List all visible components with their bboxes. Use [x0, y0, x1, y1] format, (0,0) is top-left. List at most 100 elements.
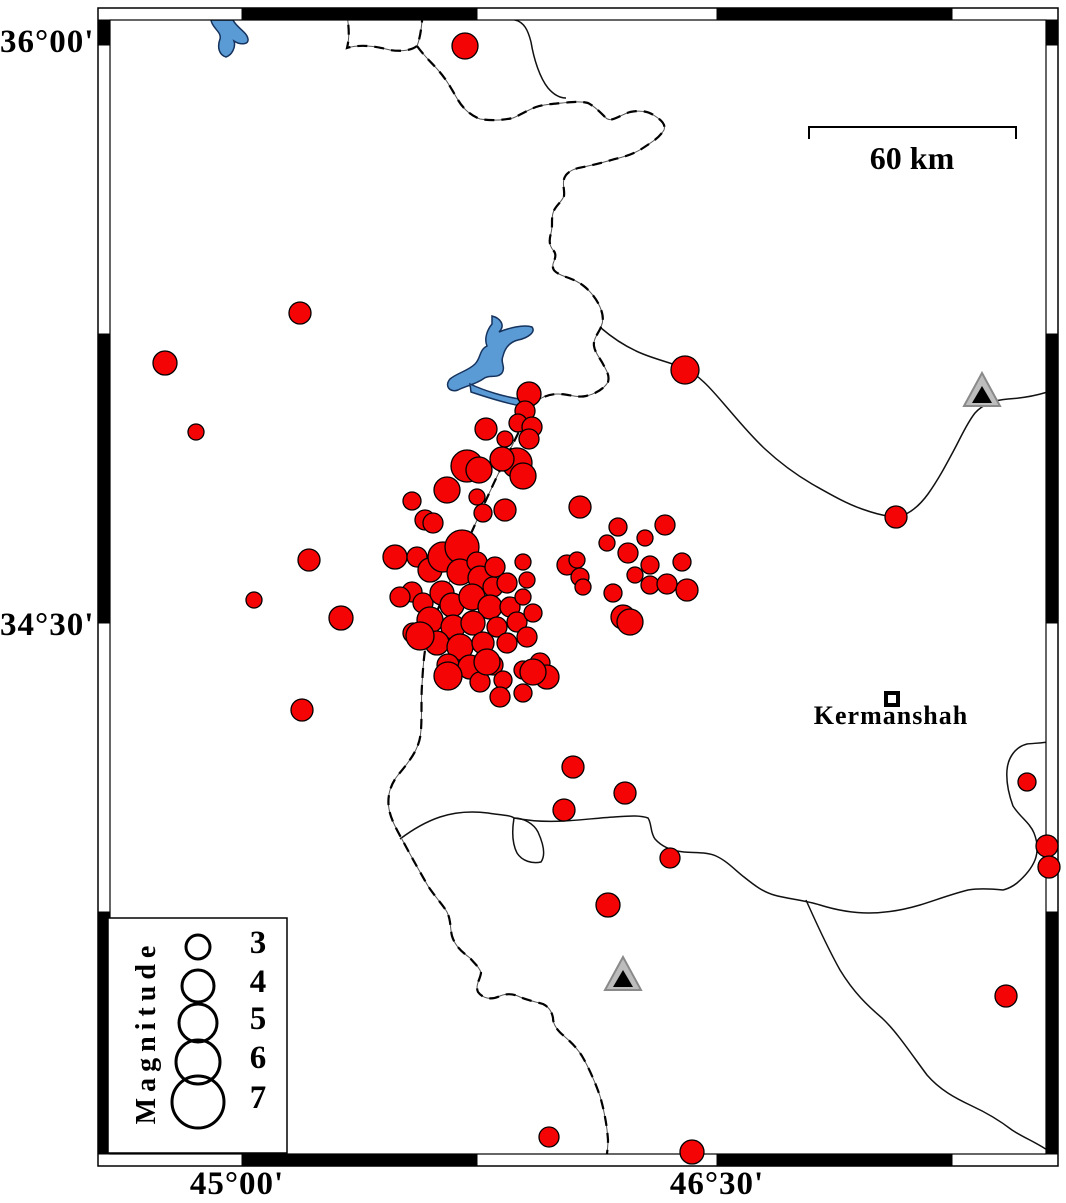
border-line-dashed [416, 45, 666, 404]
earthquake-marker [514, 553, 532, 571]
earthquake-marker [460, 610, 486, 636]
legend-magnitude-circle [170, 1074, 226, 1130]
lat-label-36-00: 36°00' [0, 24, 95, 60]
earthquake-marker [568, 551, 586, 569]
legend-box [107, 917, 288, 1154]
earthquake-marker [474, 417, 498, 441]
river-line [600, 327, 1046, 518]
earthquake-marker [493, 670, 513, 690]
marker-layer [152, 32, 1061, 1165]
earthquake-marker [509, 462, 537, 490]
river-line [805, 899, 1046, 1151]
frame-segment-bottom [716, 1153, 953, 1167]
earthquake-marker [617, 542, 639, 564]
earthquake-marker [328, 605, 354, 631]
earthquake-marker [473, 503, 493, 523]
earthquake-marker [513, 683, 533, 703]
earthquake-marker [613, 781, 637, 805]
border-line-dashed [387, 402, 610, 1154]
legend-magnitude-circle [180, 968, 216, 1004]
earthquake-marker [1037, 855, 1061, 879]
lat-label-34-30: 34°30' [0, 607, 95, 643]
earthquake-marker [496, 572, 518, 594]
legend-magnitude-value: 4 [249, 964, 267, 1000]
legend-magnitude-value: 7 [249, 1080, 267, 1116]
earthquake-marker [519, 658, 547, 686]
city-marker-square [884, 691, 900, 707]
river-line [513, 815, 1004, 914]
earthquake-marker [389, 586, 411, 608]
frame-segment-top [716, 7, 953, 21]
earthquake-marker [608, 517, 628, 537]
frame-segment-bottom [951, 1153, 1059, 1167]
station-triangle-inner [613, 970, 633, 987]
earthquake-marker [405, 621, 435, 651]
earthquake-marker [433, 661, 463, 691]
earthquake-marker [640, 555, 660, 575]
earthquake-marker [884, 505, 908, 529]
frame-segment-bottom [97, 1153, 243, 1167]
earthquake-marker [672, 552, 692, 572]
earthquake-marker [636, 529, 654, 547]
earthquake-marker [496, 632, 518, 654]
earthquake-marker [656, 573, 678, 595]
station-triangle-inner [972, 386, 992, 403]
earthquake-marker [514, 588, 532, 606]
scale-bar [808, 126, 1017, 139]
frame-segment-top [476, 7, 718, 21]
legend-magnitude-value: 6 [249, 1040, 267, 1076]
earthquake-marker [552, 798, 576, 822]
earthquake-marker [496, 430, 514, 448]
earthquake-marker [659, 847, 681, 869]
earthquake-marker [1035, 834, 1059, 858]
earthquake-marker [422, 512, 444, 534]
river-line [1002, 741, 1046, 891]
earthquake-marker [679, 1139, 705, 1165]
legend-magnitude-value: 3 [249, 925, 267, 961]
earthquake-marker [994, 984, 1018, 1008]
earthquake-marker [523, 603, 543, 623]
frame-segment-left [97, 44, 111, 335]
earthquake-marker [297, 548, 321, 572]
legend-title: Magnitude [131, 939, 162, 1125]
frame-segment-top [241, 7, 478, 21]
frame-segment-top [951, 7, 1059, 21]
earthquake-marker [654, 514, 676, 536]
legend-frame [107, 917, 288, 1154]
earthquake-marker [451, 32, 479, 60]
earthquake-marker [489, 446, 515, 472]
earthquake-marker [506, 611, 528, 633]
earthquake-marker [433, 476, 461, 504]
earthquake-marker [489, 686, 511, 708]
frame-segment-right [1045, 911, 1059, 1155]
frame-segment-right [1045, 44, 1059, 335]
earthquake-marker [670, 355, 700, 385]
scale-bar-label: 60 km [869, 140, 955, 176]
lon-label-46-30: 46°30' [669, 1166, 765, 1202]
frame-inner-line [109, 19, 1047, 1155]
earthquake-marker [486, 616, 508, 638]
earthquake-marker [598, 534, 616, 552]
earthquake-marker [538, 1126, 560, 1148]
earthquake-marker [616, 608, 644, 636]
earthquake-marker [568, 495, 592, 519]
earthquake-marker [518, 428, 540, 450]
river-line [399, 811, 545, 864]
earthquake-marker [473, 648, 501, 676]
border-line-dashed [345, 20, 424, 52]
geography-layer [210, 20, 1046, 1154]
earthquake-marker [290, 698, 314, 722]
scale-bar-bracket [808, 126, 1017, 139]
earthquake-marker [187, 423, 205, 441]
earthquake-marker [574, 578, 592, 596]
earthquake-marker [518, 571, 536, 589]
frame-segment-bottom [241, 1153, 478, 1167]
earthquake-marker [245, 591, 263, 609]
frame-segment-left [97, 333, 111, 624]
legend-magnitude-value: 5 [249, 1001, 267, 1037]
river-line [511, 20, 567, 99]
frame-segment-left [97, 622, 111, 913]
frame-segment-top [97, 7, 243, 21]
earthquake-marker [468, 488, 486, 506]
